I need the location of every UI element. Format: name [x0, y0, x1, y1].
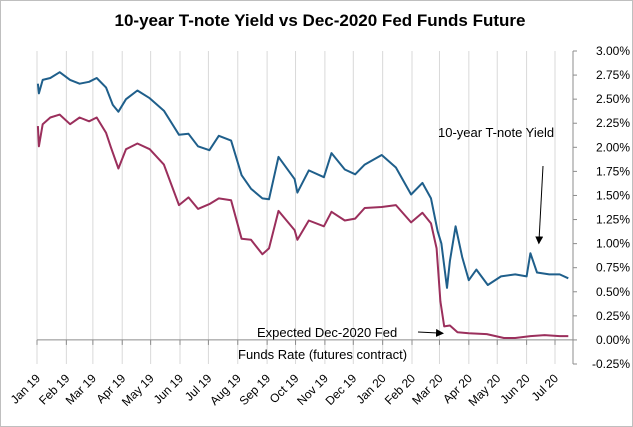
x-tick-label: Aug 19 — [207, 371, 244, 408]
x-tick-label: Mar 20 — [409, 371, 446, 408]
chart-title: 10-year T-note Yield vs Dec-2020 Fed Fun… — [115, 11, 526, 30]
annotation-label: 10-year T-note Yield — [438, 125, 554, 140]
y-tick-label: 0.00% — [596, 333, 630, 347]
x-tick-label: Jun 20 — [497, 371, 533, 407]
x-tick-label: Mar 19 — [63, 371, 100, 408]
y-tick-label: 0.25% — [596, 309, 630, 323]
y-tick-label: 3.00% — [596, 44, 630, 58]
annotation-label: Funds Rate (futures contract) — [238, 347, 407, 362]
x-tick-label: Jul 20 — [529, 371, 562, 404]
vertical-gridlines — [36, 51, 556, 364]
annotations: 10-year T-note Yield Expected Dec-2020 Fe… — [238, 125, 554, 362]
y-tick-label: 0.75% — [596, 261, 630, 275]
y-tick-label: 2.00% — [596, 140, 630, 154]
annotation-arrow — [535, 165, 544, 245]
series-line — [36, 113, 569, 339]
x-tick-label: Sep 19 — [236, 371, 273, 408]
x-tick-label: May 19 — [119, 371, 157, 409]
annotation-label: Expected Dec-2020 Fed — [257, 325, 397, 340]
y-tick-label: 1.25% — [596, 213, 630, 227]
y-tick-label: 2.50% — [596, 92, 630, 106]
y-tick-label: 0.50% — [596, 285, 630, 299]
y-tick-label: 2.25% — [596, 116, 630, 130]
x-tick-label: Dec 19 — [323, 371, 360, 408]
y-tick-label: 1.00% — [596, 237, 630, 251]
x-tick-label: Jan 20 — [353, 371, 389, 407]
series-line — [36, 71, 569, 289]
annotation-arrow — [417, 328, 444, 337]
series-lines — [36, 71, 569, 339]
y-tick-label: 2.75% — [596, 68, 630, 82]
y-tick-label: 1.50% — [596, 188, 630, 202]
x-tick-label: May 20 — [466, 371, 504, 409]
y-tick-label: -0.25% — [592, 357, 630, 371]
x-tick-label: Jan 19 — [8, 371, 44, 407]
y-tick-label: 1.75% — [596, 164, 630, 178]
x-tick-label: Jun 19 — [151, 371, 187, 407]
